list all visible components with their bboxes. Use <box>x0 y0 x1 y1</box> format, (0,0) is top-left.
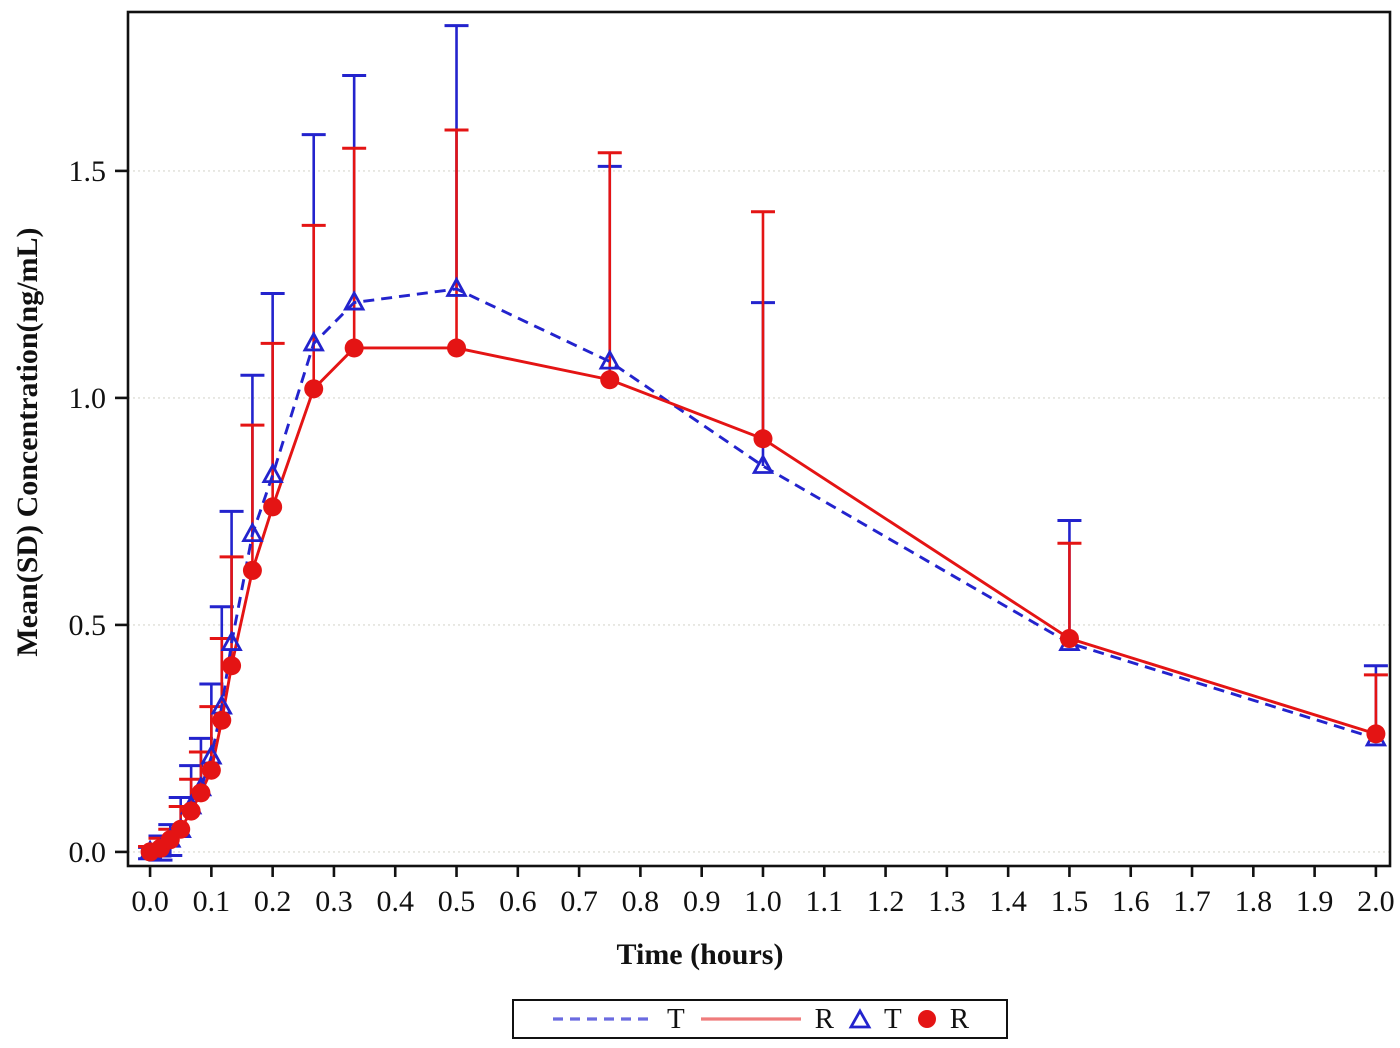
x-tick-label: 0.4 <box>376 885 414 918</box>
y-tick-label: 0.0 <box>69 836 107 869</box>
data-point-t <box>598 349 621 370</box>
x-axis-title: Time (hours) <box>616 938 784 971</box>
data-point-r <box>242 560 262 580</box>
y-tick-label: 1.0 <box>69 382 107 415</box>
legend-label: T <box>884 1003 902 1035</box>
data-point-r <box>344 338 364 358</box>
x-tick-label: 0.7 <box>560 885 598 918</box>
data-point-r <box>181 801 201 821</box>
gridlines <box>128 170 1390 853</box>
x-tick-label: 1.8 <box>1235 885 1273 918</box>
y-axis-title: Mean(SD) Concentration(ng/mL) <box>11 227 44 657</box>
open-triangle-icon <box>848 1008 872 1029</box>
x-tick-label: 1.3 <box>928 885 966 918</box>
x-tick-label: 0.1 <box>193 885 231 918</box>
solid-line-icon <box>700 1017 801 1021</box>
y-tick-label: 0.5 <box>69 609 107 642</box>
series-markers <box>138 276 1388 862</box>
data-point-t <box>241 521 264 543</box>
data-point-r <box>753 429 773 449</box>
x-tick-label: 0.3 <box>315 885 353 918</box>
x-tick-label: 1.6 <box>1112 885 1150 918</box>
legend-label: T <box>666 1003 685 1035</box>
data-point-r <box>212 710 232 730</box>
filled-circle-icon <box>917 1010 936 1028</box>
x-tick-label: 1.0 <box>744 885 782 918</box>
data-point-t <box>220 630 243 651</box>
data-point-r <box>1366 724 1386 744</box>
axis-ticks: 0.0 0.5 1.0 1.5 0.0 0.1 0.2 0.3 0.4 0.5 0.6 0.7 0.8 0… <box>69 155 1395 918</box>
data-point-r <box>171 819 191 839</box>
x-tick-label: 0.9 <box>683 885 721 918</box>
legend-label: R <box>814 1003 834 1035</box>
x-tick-label: 0.8 <box>622 885 660 918</box>
data-point-t <box>342 290 366 311</box>
legend-label: R <box>949 1003 970 1035</box>
x-tick-label: 0.6 <box>499 885 537 918</box>
data-point-r <box>600 370 620 390</box>
y-tick-label: 1.5 <box>69 155 107 188</box>
dashed-line-icon <box>552 1017 653 1021</box>
x-tick-label: 2.0 <box>1357 885 1395 918</box>
data-point-r <box>222 656 242 676</box>
data-point-t <box>261 462 284 483</box>
x-tick-label: 1.1 <box>806 885 844 918</box>
legend-item-r-line: R <box>699 1004 834 1034</box>
x-tick-label: 1.4 <box>989 885 1027 918</box>
legend-item-t-marker: T <box>848 1004 902 1034</box>
data-point-r <box>447 338 467 358</box>
data-point-r <box>201 760 221 780</box>
x-tick-label: 0.0 <box>131 885 169 918</box>
legend-item-t-line: T <box>551 1004 685 1034</box>
x-tick-label: 1.5 <box>1051 885 1089 918</box>
x-tick-label: 0.5 <box>438 885 476 918</box>
x-tick-label: 1.7 <box>1173 885 1211 918</box>
data-point-r <box>263 497 283 517</box>
data-point-r <box>1059 629 1079 649</box>
data-point-t <box>751 453 775 474</box>
x-tick-label: 1.2 <box>867 885 905 918</box>
x-tick-label: 0.2 <box>254 885 292 918</box>
data-point-t <box>445 276 468 297</box>
legend-item-r-marker: R <box>916 1004 969 1034</box>
plot-frame <box>126 10 1392 868</box>
data-point-t <box>302 331 325 352</box>
plot-border <box>126 10 1392 868</box>
legend: T R T R <box>512 999 1008 1039</box>
data-point-r <box>304 379 324 399</box>
data-point-r <box>191 783 211 803</box>
x-tick-label: 1.9 <box>1296 885 1334 918</box>
